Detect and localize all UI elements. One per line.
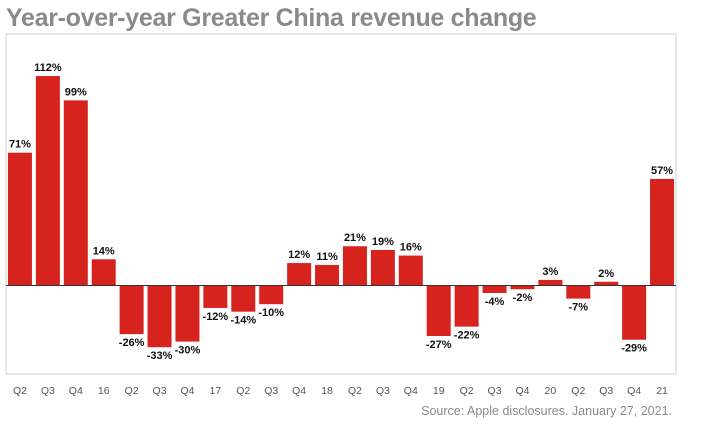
x-tick-label: Q2 [236,385,250,397]
value-label: 112% [34,62,62,74]
x-tick-label: Q4 [292,385,306,397]
value-label: 99% [65,86,87,98]
value-label: 14% [93,245,115,257]
bar [203,285,228,308]
bar [287,263,312,286]
value-label: -7% [569,302,589,314]
chart-title: Year-over-year Greater China revenue cha… [6,4,537,32]
value-label: 12% [288,249,310,261]
bar [63,100,88,286]
value-label: 19% [372,236,394,248]
value-label: -10% [258,307,284,319]
value-label: -12% [203,311,229,323]
bar [370,249,395,286]
bar [538,279,563,286]
x-tick-label: Q2 [348,385,362,397]
value-label: 71% [9,139,31,151]
value-label: 3% [542,266,558,278]
bar [398,255,423,286]
x-tick-label: Q2 [13,385,27,397]
bar [650,178,675,286]
value-label: -26% [119,337,145,349]
bar [566,285,591,299]
value-label: 57% [651,165,673,177]
x-tick-label: Q4 [627,385,641,397]
bar [426,285,451,336]
value-label: 2% [598,268,614,280]
value-label: -22% [454,330,480,342]
x-tick-label: 18 [321,385,333,397]
value-label: 11% [316,251,338,263]
x-tick-label: Q4 [180,385,194,397]
value-label: -2% [513,292,533,304]
value-label: -30% [175,345,201,357]
bar [7,152,32,286]
bar [35,76,60,286]
x-tick-label: Q4 [404,385,418,397]
bar [231,285,256,312]
source-note: Source: Apple disclosures. January 27, 2… [421,404,672,418]
x-tick-label: Q3 [599,385,613,397]
value-label: -27% [426,339,452,351]
x-tick-label: 19 [433,385,445,397]
bar [510,285,535,290]
x-tick-label: Q4 [69,385,83,397]
x-tick-label: Q3 [488,385,502,397]
value-label: -29% [621,343,647,355]
x-tick-label: 17 [210,385,222,397]
value-label: -33% [147,350,173,362]
x-tick-label: 20 [545,385,557,397]
x-tick-label: 21 [656,385,668,397]
x-tick-label: Q2 [125,385,139,397]
bar [175,285,200,342]
x-tick-label: Q3 [153,385,167,397]
x-tick-label: Q3 [41,385,55,397]
x-tick-label: Q3 [264,385,278,397]
bar [259,285,284,305]
bar [482,285,507,293]
bar [315,264,340,286]
value-label: 21% [344,232,366,244]
bar [147,285,172,348]
x-tick-label: Q4 [515,385,529,397]
value-label: 16% [400,242,422,254]
plot-frame [5,33,677,375]
x-tick-label: Q2 [571,385,585,397]
x-tick-label: Q3 [376,385,390,397]
x-tick-label: 16 [98,385,110,397]
bar [454,285,479,327]
bar [342,246,367,286]
bar [119,285,144,335]
value-label: -14% [230,315,256,327]
bar [594,281,619,286]
x-tick-label: Q2 [460,385,474,397]
value-label: -4% [485,296,505,308]
bar [622,285,647,340]
bar [91,259,116,286]
